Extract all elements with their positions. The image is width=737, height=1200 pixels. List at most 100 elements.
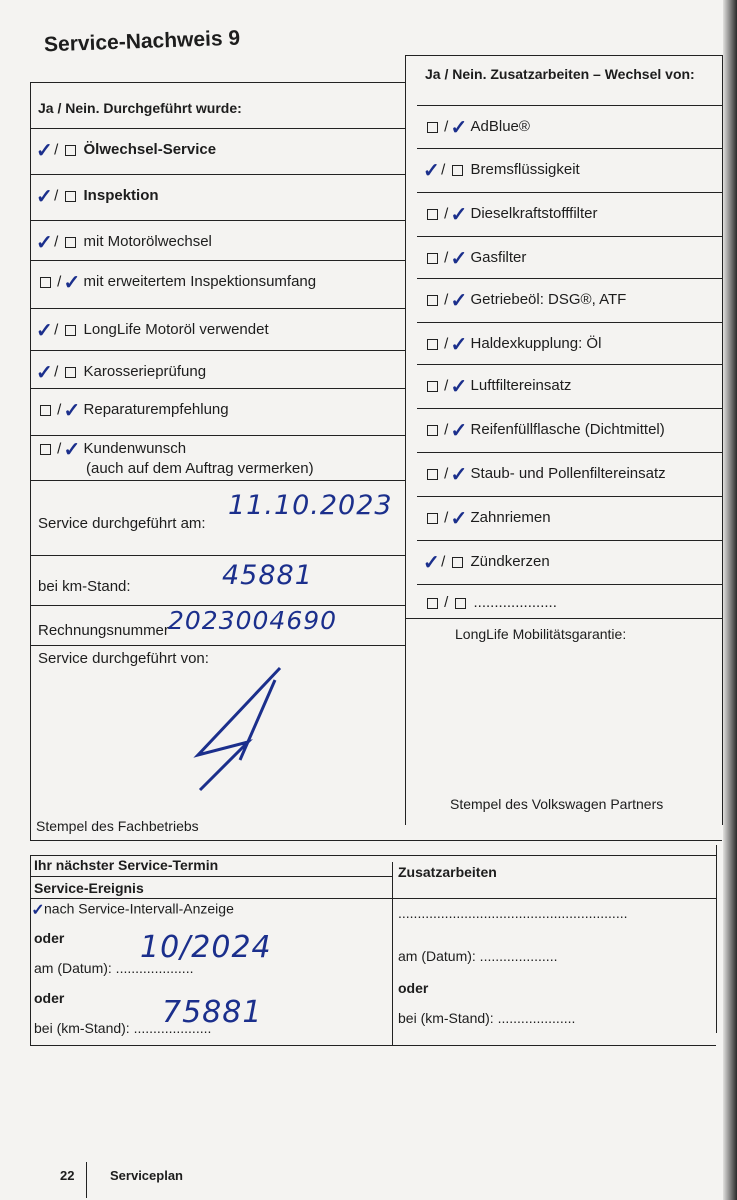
partner-stamp-label: Stempel des Volkswagen Partners [450, 796, 664, 812]
next-date-value[interactable]: 10/2024 [140, 930, 272, 965]
checkmark-icon[interactable]: ✓ [450, 334, 468, 356]
checkmark-icon[interactable]: ✓ [450, 464, 468, 486]
checklist-item[interactable]: / ✓ Kundenwunsch (auch auf dem Auftrag ver… [38, 437, 314, 477]
checkbox-icon[interactable] [454, 597, 466, 609]
checkmark-icon[interactable]: ✓ [63, 400, 81, 422]
checkbox-icon[interactable] [64, 367, 76, 378]
checkbox-icon[interactable] [427, 425, 438, 436]
interval-label: nach Service-Intervall-Anzeige [44, 900, 234, 917]
checklist-item[interactable]: ✓ / Zündkerzen [423, 550, 550, 575]
checklist-item[interactable]: / ✓ Gasfilter [425, 246, 526, 271]
checkbox-icon[interactable] [427, 253, 438, 264]
checklist-item[interactable]: ✓ / Karosserieprüfung [36, 360, 206, 385]
checkbox-icon[interactable] [40, 405, 51, 416]
or-label: oder [34, 930, 65, 946]
item-label: mit erweitertem Inspektionsumfang [83, 273, 317, 291]
checkbox-icon[interactable] [427, 381, 438, 392]
interval-option[interactable]: ✓nach Service-Intervall-Anzeige [31, 900, 234, 920]
checklist-item[interactable]: ✓ / mit Motorölwechsel [36, 230, 212, 255]
km-label: bei km-Stand: [38, 578, 131, 595]
checkmark-icon[interactable]: ✓ [36, 140, 53, 162]
checkmark-icon[interactable]: ✓ [423, 552, 440, 574]
item-label: Zahnriemen [470, 509, 551, 527]
checkmark-icon[interactable]: ✓ [450, 508, 468, 530]
checkbox-icon[interactable] [427, 295, 438, 306]
divider [30, 350, 405, 351]
service-date-value[interactable]: 11.10.2023 [228, 490, 393, 521]
checklist-item[interactable]: / ✓ AdBlue® [425, 115, 530, 140]
checkmark-icon[interactable]: ✓ [450, 204, 468, 226]
checklist-item[interactable]: / ✓ Haldexkupplung: Öl [425, 332, 601, 357]
checkmark-icon[interactable]: ✓ [450, 420, 468, 442]
separator: / [440, 594, 453, 611]
item-label: Dieselkraftstofffilter [470, 205, 598, 223]
checklist-item[interactable]: ✓ / LongLife Motoröl verwendet [36, 318, 269, 343]
checkmark-icon[interactable]: ✓ [450, 117, 468, 139]
or-label: oder [398, 980, 429, 996]
separator: / [53, 401, 66, 419]
extra-date-label: am (Datum): .................... [398, 948, 558, 964]
divider [30, 82, 31, 840]
checklist-item[interactable]: / .................... [425, 594, 557, 611]
divider [30, 855, 31, 1045]
item-label: Luftfiltereinsatz [470, 377, 572, 395]
divider [417, 278, 734, 279]
checkmark-icon[interactable]: ✓ [63, 272, 81, 294]
divider [30, 645, 405, 646]
divider [417, 105, 734, 106]
checkbox-icon[interactable] [427, 122, 438, 133]
checklist-item[interactable]: ✓ / Bremsflüssigkeit [423, 158, 580, 183]
service-date-label: Service durchgeführt am: [38, 515, 206, 532]
checklist-item[interactable]: / ✓ Zahnriemen [425, 506, 551, 531]
separator: / [440, 118, 453, 136]
checklist-item[interactable]: / ✓ Getriebeöl: DSG®, ATF [425, 288, 626, 313]
checkbox-icon[interactable] [427, 597, 438, 609]
checkbox-icon[interactable] [40, 444, 51, 455]
checkbox-icon[interactable] [427, 469, 438, 480]
item-label: Reifenfüllflasche (Dichtmittel) [470, 421, 665, 439]
checkbox-icon[interactable] [64, 145, 76, 156]
checklist-item[interactable]: / ✓ Staub- und Pollenfiltereinsatz [425, 462, 666, 487]
checkmark-icon[interactable]: ✓ [63, 439, 81, 461]
checklist-item[interactable]: ✓ / Ölwechsel-Service [36, 138, 216, 163]
checkbox-icon[interactable] [427, 513, 438, 524]
divider [30, 435, 405, 436]
next-km-value[interactable]: 75881 [162, 995, 263, 1030]
checkmark-icon[interactable]: ✓ [36, 362, 53, 384]
checklist-item[interactable]: / ✓ Dieselkraftstofffilter [425, 202, 598, 227]
divider [417, 584, 734, 585]
checkmark-icon[interactable]: ✓ [36, 320, 53, 342]
divider [417, 236, 734, 237]
checkmark-icon[interactable]: ✓ [423, 160, 440, 182]
item-label: LongLife Motoröl verwendet [83, 321, 269, 339]
checklist-item[interactable]: ✓ / Inspektion [36, 184, 159, 209]
divider [30, 605, 405, 606]
invoice-value[interactable]: 2023004690 [168, 606, 338, 635]
divider [30, 876, 392, 877]
divider [722, 55, 723, 825]
checkbox-icon[interactable] [451, 557, 463, 568]
checklist-item[interactable]: / ✓ Luftfiltereinsatz [425, 374, 571, 399]
checkbox-icon[interactable] [427, 339, 438, 350]
checkmark-icon[interactable]: ✓ [450, 376, 468, 398]
checklist-item[interactable]: / ✓ Reifenfüllflasche (Dichtmittel) [425, 418, 665, 443]
checklist-item[interactable]: / ✓ mit erweitertem Inspektionsumfang [38, 270, 316, 295]
next-service-header: Ihr nächster Service-Termin [34, 857, 219, 873]
extra-work-line[interactable]: ........................................… [398, 905, 628, 921]
separator: / [53, 273, 66, 291]
checkbox-icon[interactable] [64, 191, 76, 202]
checkbox-icon[interactable] [40, 277, 51, 288]
checkmark-icon[interactable]: ✓ [36, 186, 53, 208]
checklist-item[interactable]: / ✓ Reparaturempfehlung [38, 398, 229, 423]
checkmark-icon[interactable]: ✓ [36, 232, 53, 254]
performed-by-label: Service durchgeführt von: [38, 650, 209, 667]
checkbox-icon[interactable] [451, 165, 463, 176]
km-value[interactable]: 45881 [222, 560, 313, 591]
checkbox-icon[interactable] [427, 209, 438, 220]
checkmark-icon[interactable]: ✓ [450, 290, 468, 312]
divider [417, 322, 734, 323]
separator: / [440, 291, 453, 309]
checkbox-icon[interactable] [64, 237, 76, 248]
checkmark-icon[interactable]: ✓ [450, 248, 468, 270]
checkbox-icon[interactable] [64, 325, 76, 336]
